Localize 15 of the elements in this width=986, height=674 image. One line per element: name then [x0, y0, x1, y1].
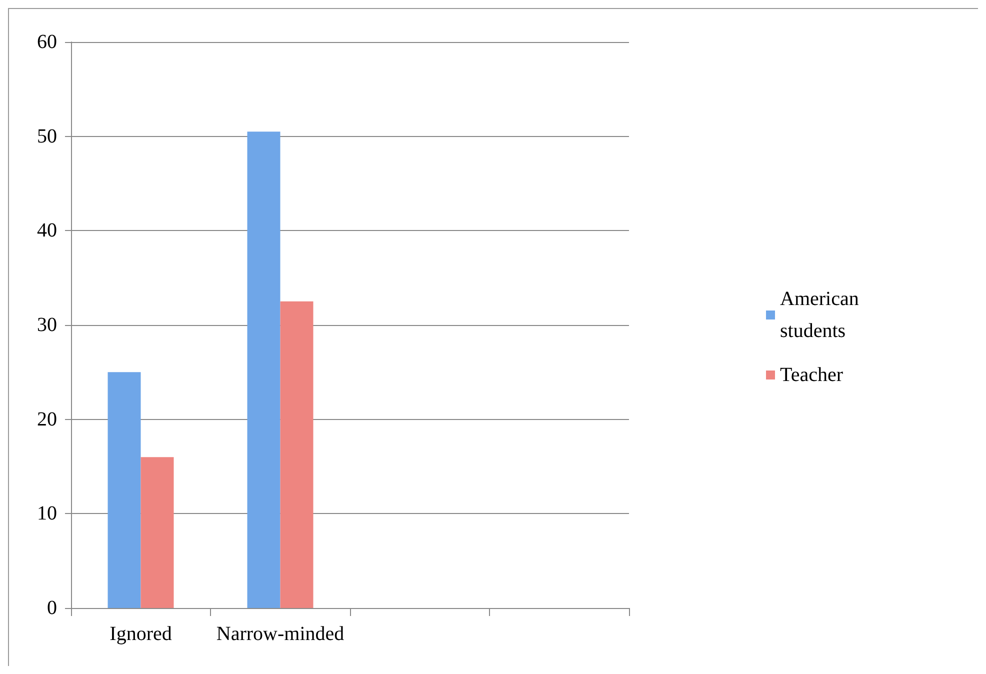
y-tick-label: 40 — [37, 220, 57, 242]
bar — [280, 301, 314, 608]
y-tick-label: 10 — [37, 502, 57, 525]
bar — [247, 132, 280, 608]
y-tick-label: 60 — [37, 31, 57, 53]
y-tick-label: 50 — [37, 125, 57, 148]
bar — [140, 457, 174, 608]
legend-label: Teacher — [780, 364, 844, 386]
bar — [108, 372, 141, 608]
x-tick-label: Narrow-minded — [216, 623, 344, 645]
y-tick-label: 20 — [37, 408, 57, 430]
y-tick-label: 30 — [37, 314, 57, 336]
legend-label: American students — [780, 288, 859, 342]
y-tick-label: 0 — [47, 597, 57, 619]
x-tick-label: Ignored — [110, 623, 172, 645]
